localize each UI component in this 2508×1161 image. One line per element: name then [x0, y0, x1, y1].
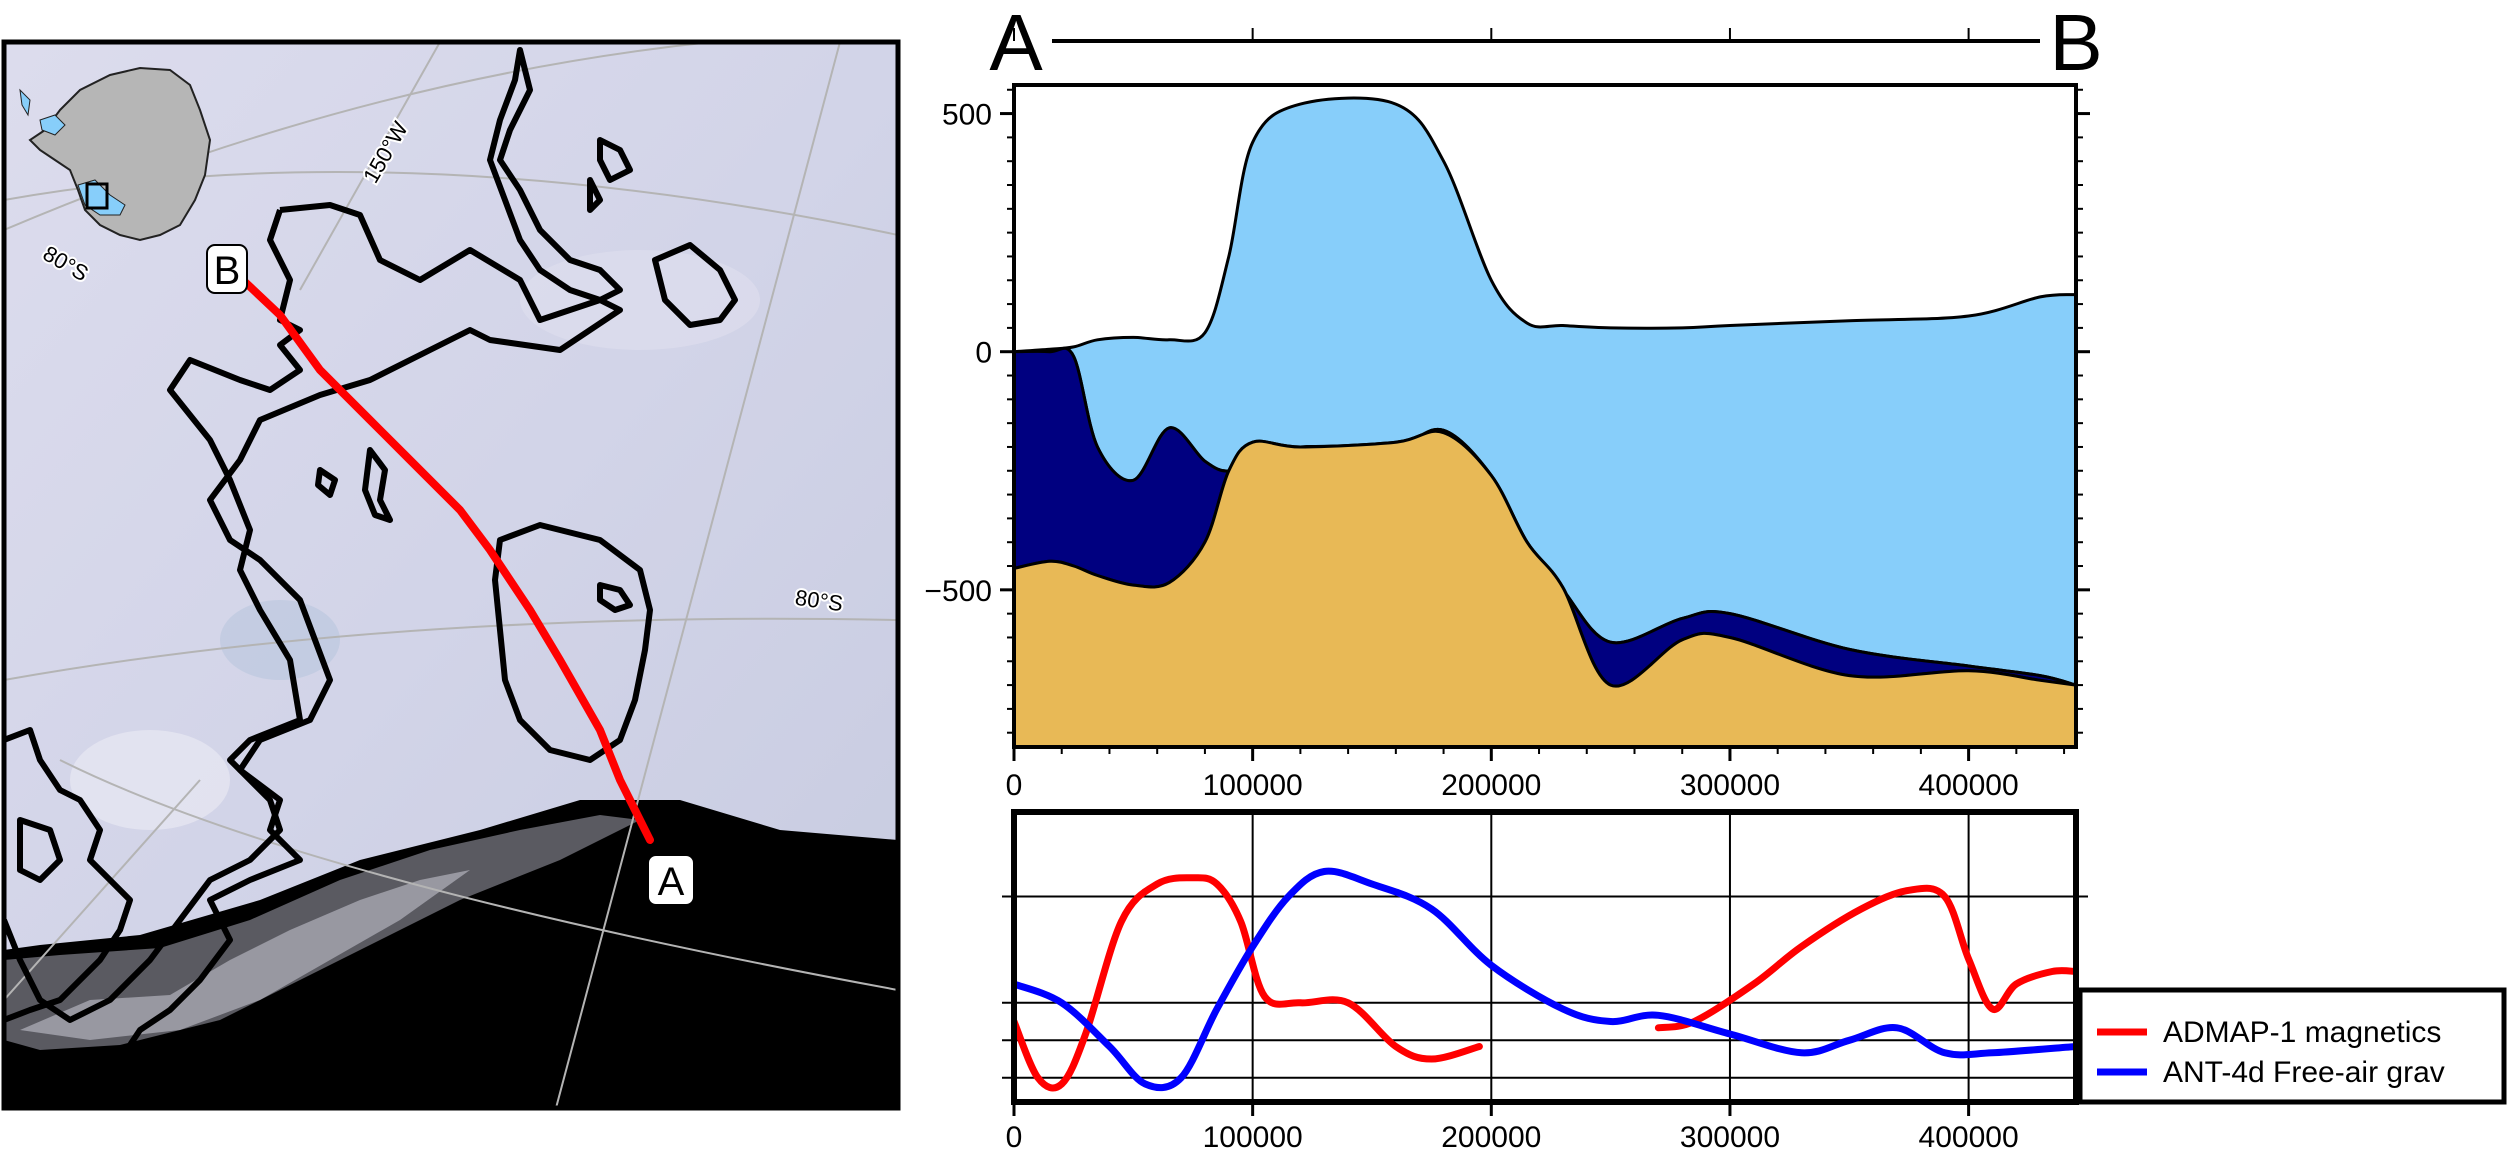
- x-tick-label: 200000: [1441, 769, 1541, 802]
- x-tick-label: 0: [1006, 1121, 1023, 1154]
- legend-box: [2077, 987, 2507, 1105]
- profile-label-a-box: [647, 854, 695, 906]
- legend: ADMAP-1 magnetics ANT-4d Free-air grav: [2077, 987, 2507, 1105]
- profile-label-b: B: [214, 249, 241, 293]
- study-area-box: [85, 182, 109, 210]
- antarctica-inset: [19, 66, 212, 242]
- x-tick-label: 100000: [1203, 769, 1303, 802]
- geophysics-background: [1014, 812, 2076, 1102]
- legend-label-gravity: ANT-4d Free-air grav: [2163, 1056, 2445, 1089]
- section-label-b: B: [2049, 0, 2102, 87]
- x-tick-label: 300000: [1680, 769, 1780, 802]
- map-frame: [1, 39, 901, 1111]
- y-tick-label: 0: [975, 337, 992, 370]
- profile-line: [241, 278, 654, 844]
- x-tick-label: 0: [1006, 769, 1023, 802]
- x-tick-label: 400000: [1919, 769, 2019, 802]
- cross-section-panel: A B 500 0 −500 0 100000 200000 300000 400000: [924, 0, 2102, 802]
- magnetics-line: [1014, 874, 1483, 1092]
- gravity-line: [1014, 867, 2076, 1092]
- x-tick-label: 400000: [1919, 1121, 2019, 1154]
- map-panel: 150°W 80°S 80°S B A: [1, 39, 901, 1111]
- geophysics-panel: 0 100000 200000 300000 400000: [1002, 809, 2088, 1154]
- cross-section-frame: [1012, 83, 2078, 749]
- coastline: [4, 47, 738, 1093]
- magnetics-line: [1654, 884, 2076, 1032]
- x-tick-label: 200000: [1441, 1121, 1541, 1154]
- section-label-a: A: [989, 0, 1043, 87]
- profile-label-b-box: [206, 244, 248, 294]
- x-tick-label: 300000: [1680, 1121, 1780, 1154]
- geophysics-frame: [1011, 809, 2079, 1105]
- x-tick-label: 100000: [1203, 1121, 1303, 1154]
- ice-texture: [520, 250, 760, 350]
- bedrock-layer: [1014, 429, 2076, 747]
- ice-texture: [70, 730, 230, 830]
- legend-label-magnetics: ADMAP-1 magnetics: [2163, 1016, 2441, 1049]
- y-tick-label: 500: [942, 99, 992, 132]
- sea-ice: [20, 870, 470, 1040]
- graticule: [4, 42, 898, 1108]
- y-tick-label: −500: [924, 575, 992, 608]
- profile-label-a: A: [658, 860, 685, 904]
